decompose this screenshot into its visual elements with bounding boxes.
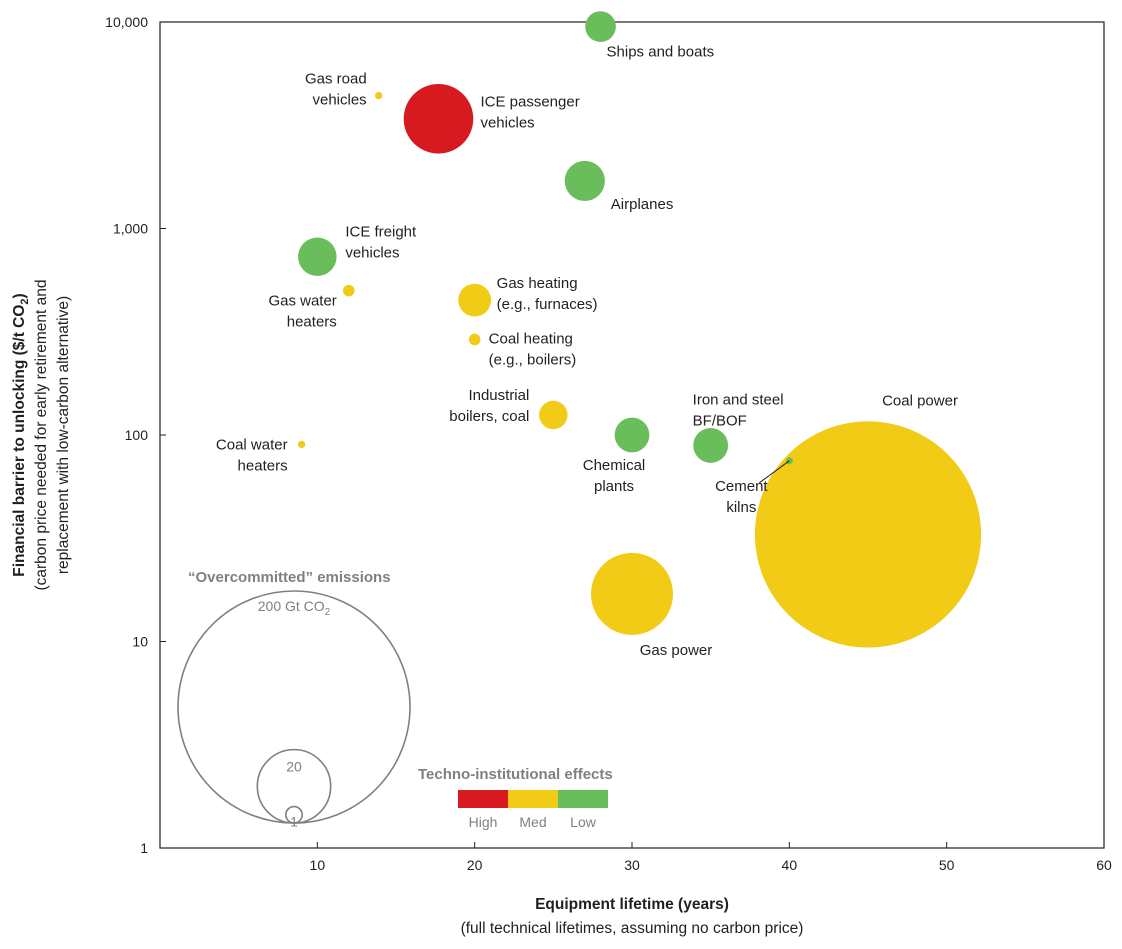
- x-tick-label: 50: [939, 857, 955, 873]
- size-legend-title: “Overcommitted” emissions: [188, 569, 391, 586]
- color-legend-swatch: [558, 790, 608, 808]
- bubbles: [297, 11, 982, 648]
- color-legend-swatch: [458, 790, 508, 808]
- label-coal-power: Coal power: [882, 392, 958, 409]
- y-axis-title-main: Financial barrier to unlocking ($/t CO: [11, 305, 28, 577]
- color-legend: Techno-institutional effects High Med Low: [418, 766, 613, 830]
- cement-kilns-leader: [759, 460, 790, 484]
- bubble-coal-heating-e-g-boilers: [468, 333, 481, 346]
- label-chemical-plants: Chemical plants: [583, 457, 646, 495]
- bubble-ice-freight-vehicles: [298, 237, 337, 276]
- label-ships-and-boats: Ships and boats: [607, 44, 715, 61]
- label-iron-and-steel-bf-bof: Iron and steel BF/BOF: [693, 391, 784, 429]
- bubble-chemical-plants: [614, 417, 650, 453]
- x-tick-label: 30: [624, 857, 640, 873]
- bubble-coal-power: [754, 421, 982, 648]
- axis-ticks: 10 20 30 40 50 60 1 10 100 1,000 10,000: [105, 14, 1112, 873]
- bubble-gas-road-vehicles: [375, 91, 383, 100]
- label-gas-road-vehicles: Gas road vehicles: [305, 71, 367, 109]
- label-ice-freight-vehicles: ICE freight vehicles: [345, 224, 417, 262]
- label-airplanes: Airplanes: [611, 196, 674, 213]
- y-axis-subtitle-1: (carbon price needed for early retiremen…: [33, 279, 50, 590]
- label-gas-water-heaters: Gas water heaters: [268, 293, 336, 331]
- x-tick-label: 60: [1096, 857, 1112, 873]
- label-gas-heating-e-g-furnaces: Gas heating (e.g., furnaces): [497, 275, 598, 313]
- label-cement-kilns: Cement kilns: [715, 478, 768, 516]
- label-industrial-boilers-coal: Industrial boilers, coal: [449, 387, 529, 425]
- color-legend-swatch: [508, 790, 558, 808]
- color-legend-label: Med: [519, 814, 546, 830]
- x-axis-subtitle: (full technical lifetimes, assuming no c…: [461, 920, 804, 937]
- bubble-iron-and-steel-bf-bof: [693, 428, 729, 463]
- color-legend-label: High: [469, 814, 498, 830]
- bubble-industrial-boilers-coal: [539, 400, 568, 430]
- x-axis-title: Equipment lifetime (years): [535, 896, 729, 913]
- bubble-airplanes: [564, 160, 605, 202]
- size-legend-label: 200 Gt CO2: [258, 598, 331, 618]
- label-coal-water-heaters: Coal water heaters: [216, 436, 288, 474]
- size-legend-label: 1: [290, 814, 298, 830]
- y-tick-label: 100: [125, 427, 149, 443]
- y-axis-title-close: ): [11, 293, 28, 298]
- x-tick-label: 10: [310, 857, 326, 873]
- svg-text:Financial barrier to unlocking: Financial barrier to unlocking ($/t CO2): [11, 293, 31, 576]
- bubble-coal-water-heaters: [297, 440, 306, 449]
- bubble-gas-water-heaters: [343, 284, 355, 297]
- y-tick-label: 1: [140, 840, 148, 856]
- bubble-labels: Ships and boats Gas road vehicles ICE passe…: [216, 44, 958, 659]
- y-axis-subtitle-2: replacement with low-carbon alternative): [55, 296, 72, 574]
- label-coal-heating-e-g-boilers: Coal heating (e.g., boilers): [489, 331, 577, 369]
- x-tick-label: 20: [467, 857, 483, 873]
- bubble-ice-passenger-vehicles: [403, 83, 474, 154]
- y-tick-label: 10,000: [105, 14, 148, 30]
- y-tick-label: 1,000: [113, 221, 148, 237]
- y-tick-label: 10: [132, 634, 148, 650]
- size-legend: “Overcommitted” emissions 200 Gt CO2 20 1: [177, 569, 411, 830]
- y-axis-title-sub: 2: [19, 298, 31, 304]
- label-ice-passenger-vehicles: ICE passenger vehicles: [480, 94, 579, 132]
- x-tick-label: 40: [782, 857, 798, 873]
- size-legend-circle: [284, 805, 304, 824]
- size-legend-label: 20: [286, 759, 302, 775]
- bubble-gas-heating-e-g-furnaces: [458, 283, 492, 317]
- y-axis-title: Financial barrier to unlocking ($/t CO2)…: [11, 279, 72, 590]
- color-legend-title: Techno-institutional effects: [418, 766, 613, 783]
- size-legend-circle: [177, 590, 411, 824]
- color-legend-label: Low: [570, 814, 597, 830]
- bubble-ships-and-boats: [585, 11, 616, 42]
- label-gas-power: Gas power: [640, 642, 713, 659]
- bubble-gas-power: [590, 552, 674, 635]
